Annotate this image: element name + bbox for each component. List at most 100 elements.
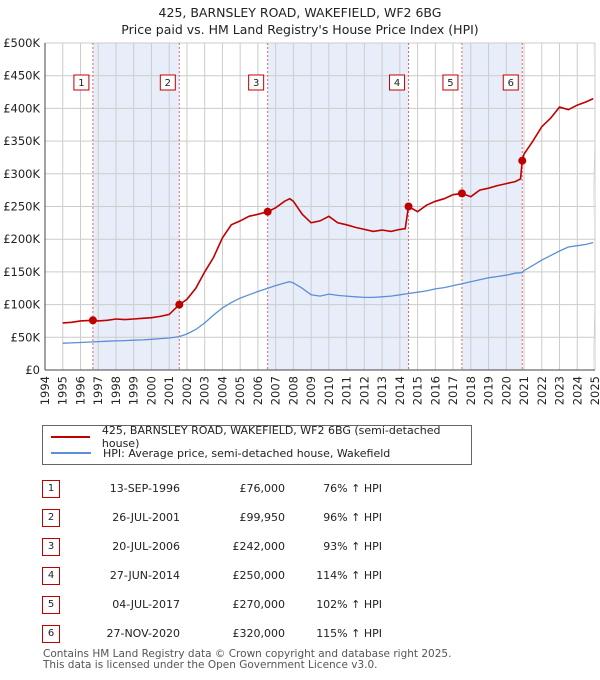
sale-point (175, 300, 184, 309)
x-tick-label: 2011 (340, 376, 354, 405)
x-tick-label: 2014 (393, 376, 407, 405)
x-tick-label: 1995 (56, 376, 70, 405)
sale-hpi-change: 102% ↑ HPI (316, 598, 382, 611)
x-tick-label: 2015 (411, 376, 425, 405)
sale-number-badge: 2 (42, 508, 60, 527)
sale-point (518, 156, 527, 165)
x-tick-label: 1994 (38, 376, 52, 405)
sale-number-box (73, 74, 90, 91)
sale-number-cell: 3 (42, 532, 70, 561)
sales-row: 2 26-JUL-2001 £99,950 96% ↑ HPI (42, 503, 382, 532)
x-tick-label: 2000 (144, 376, 158, 405)
x-tick-label: 2025 (588, 376, 600, 405)
y-tick-label: £100K (3, 298, 40, 312)
sale-number-box (248, 74, 265, 91)
sale-point (457, 189, 466, 198)
sale-number-box (389, 74, 406, 91)
sale-hpi-change: 114% ↑ HPI (316, 569, 382, 582)
sale-number-box (159, 74, 176, 91)
chart-subtitle: Price paid vs. HM Land Registry's House … (121, 22, 479, 37)
property-price-line (62, 97, 594, 324)
x-tick-label: 2018 (464, 376, 478, 405)
sale-number-cell: 6 (42, 619, 70, 648)
sale-price: £270,000 (232, 598, 286, 611)
sale-date: 27-NOV-2020 (106, 627, 180, 640)
sale-number-badge: 3 (42, 537, 60, 556)
sale-date: 26-JUL-2001 (112, 511, 180, 524)
sale-price: £242,000 (232, 540, 286, 553)
x-tick-label: 2017 (446, 376, 460, 405)
sale-price: £76,000 (239, 482, 286, 495)
x-tick-label: 2022 (535, 376, 549, 405)
sale-price: £320,000 (232, 627, 286, 640)
sale-number-label: 6 (508, 78, 514, 89)
sale-hpi-change: 93% ↑ HPI (323, 540, 382, 553)
sale-number-label: 4 (394, 78, 400, 89)
x-tick-label: 2006 (251, 376, 265, 405)
x-tick-label: 2023 (553, 376, 567, 405)
sales-row: 4 27-JUN-2014 £250,000 114% ↑ HPI (42, 561, 382, 590)
y-tick-label: £200K (3, 232, 40, 246)
x-tick-label: 2004 (215, 376, 229, 405)
sale-number-cell: 2 (42, 503, 70, 532)
y-tick-label: £0 (25, 363, 40, 377)
legend-label-property: 425, BARNSLEY ROAD, WAKEFIELD, WF2 6BG (… (101, 424, 441, 450)
footer-copyright: Contains HM Land Registry data © Crown c… (43, 648, 452, 660)
x-tick-label: 2012 (357, 376, 371, 405)
y-tick-label: £150K (3, 265, 40, 279)
chart-title: 425, BARNSLEY ROAD, WAKEFIELD, WF2 6BG (158, 5, 442, 20)
sale-price: £99,950 (239, 511, 286, 524)
sale-number-label: 2 (165, 78, 171, 89)
sales-row: 3 20-JUL-2006 £242,000 93% ↑ HPI (42, 532, 382, 561)
x-tick-label: 2024 (570, 376, 584, 405)
x-tick-label: 2021 (517, 376, 531, 405)
x-tick-label: 2007 (269, 376, 283, 405)
price-chart: 1 2 3 4 5 6 £0 £50K £100K £150K £200K £250K £300K £3… (3, 36, 600, 405)
y-tick-label: £450K (3, 69, 40, 83)
x-tick-label: 2001 (162, 376, 176, 405)
sale-number-label: 5 (447, 78, 453, 89)
x-tick-label: 2010 (322, 376, 336, 405)
legend-item-property: 425, BARNSLEY ROAD, WAKEFIELD, WF2 6BG (… (51, 424, 471, 450)
sale-hpi-change: 96% ↑ HPI (323, 511, 382, 524)
sale-number-badge: 1 (42, 479, 60, 498)
x-tick-label: 2020 (499, 376, 513, 405)
hpi-line (62, 241, 594, 344)
y-tick-label: £300K (3, 167, 40, 181)
y-tick-label: £250K (3, 200, 40, 214)
sale-point (88, 316, 97, 325)
x-tick-label: 2002 (180, 376, 194, 405)
sale-number-badge: 4 (42, 566, 60, 585)
sale-point (404, 202, 413, 211)
sales-row: 1 13-SEP-1996 £76,000 76% ↑ HPI (42, 474, 382, 503)
x-tick-label: 2008 (286, 376, 300, 405)
legend-label-hpi: HPI: Average price, semi-detached house,… (103, 446, 391, 460)
sale-number-box (442, 74, 459, 91)
sales-table: 1 13-SEP-1996 £76,000 76% ↑ HPI 2 26-JUL-2001… (42, 474, 382, 648)
legend-swatch-hpi (51, 452, 91, 454)
x-tick-label: 1996 (73, 376, 87, 405)
legend-swatch-property (51, 436, 90, 438)
sales-row: 6 27-NOV-2020 £320,000 115% ↑ HPI (42, 619, 382, 648)
sale-date: 04-JUL-2017 (112, 598, 180, 611)
y-tick-label: £400K (3, 101, 40, 115)
x-tick-label: 2013 (375, 376, 389, 405)
footer: Contains HM Land Registry data © Crown c… (43, 649, 451, 671)
sales-row: 5 04-JUL-2017 £270,000 102% ↑ HPI (42, 590, 382, 619)
sale-price: £250,000 (232, 569, 286, 582)
sale-number-cell: 5 (42, 590, 70, 619)
x-tick-label: 2019 (482, 376, 496, 405)
sale-point (263, 207, 272, 216)
x-tick-label: 1997 (91, 376, 105, 405)
sale-number-cell: 4 (42, 561, 70, 590)
x-tick-label: 1998 (109, 376, 123, 405)
footer-licence: This data is licensed under the Open Gov… (43, 659, 378, 671)
x-tick-label: 2016 (428, 376, 442, 405)
x-tick-label: 2003 (198, 376, 212, 405)
sale-date: 27-JUN-2014 (109, 569, 180, 582)
sale-date: 13-SEP-1996 (109, 482, 180, 495)
sale-hpi-change: 76% ↑ HPI (323, 482, 382, 495)
legend-item-hpi: HPI: Average price, semi-detached house,… (51, 445, 390, 461)
x-tick-label: 2005 (233, 376, 247, 405)
sale-date: 20-JUL-2006 (112, 540, 180, 553)
